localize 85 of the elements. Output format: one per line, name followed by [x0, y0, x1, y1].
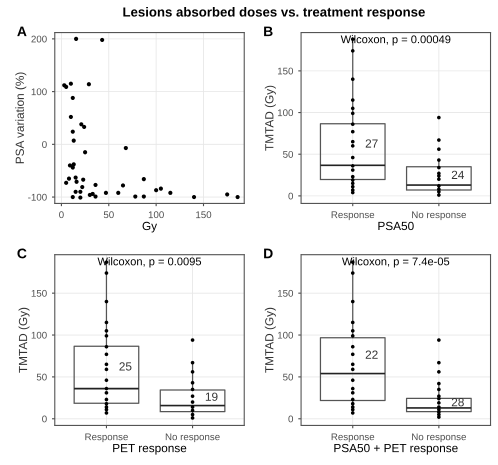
point [158, 186, 163, 191]
y-tick-label: 150 [278, 68, 294, 75]
y-tick-label: 50 [283, 374, 294, 381]
annotation: Wilcoxon, p = 7.4e-05 [342, 257, 450, 268]
chart-title: A [17, 26, 27, 36]
y-tick-label: 100 [278, 332, 294, 339]
point [142, 194, 146, 199]
y-tick-label: 100 [278, 109, 294, 116]
point [74, 36, 78, 41]
point [93, 194, 98, 199]
y-tick-label: 50 [36, 374, 47, 381]
point [68, 114, 73, 119]
x-tick-label: 0 [59, 211, 64, 218]
point [81, 178, 86, 182]
x-tick-label: No response [412, 433, 466, 442]
chart-title: D [264, 248, 273, 258]
point [79, 122, 84, 126]
annotation: 24 [452, 170, 464, 179]
x-axis-title: PSA50 [378, 222, 414, 230]
point [78, 196, 82, 200]
point [70, 96, 75, 100]
point [154, 188, 158, 192]
point [72, 138, 76, 143]
point [116, 190, 120, 195]
text: Lesions absorbed doses vs. treatment response [123, 6, 425, 20]
x-tick-label: Response [85, 433, 128, 442]
annotation: 19 [206, 392, 218, 401]
y-axis-title: PSA variation (%) [15, 72, 26, 164]
point [74, 180, 79, 184]
x-tick-label: 100 [148, 211, 164, 218]
x-axis-title: Gy [142, 222, 158, 232]
annotation: 27 [366, 139, 378, 148]
point [83, 150, 88, 154]
point [168, 190, 172, 195]
y-axis-title: TMTAD (Gy) [264, 86, 276, 151]
x-axis-title: PSA50 + PET response [334, 444, 458, 455]
point [70, 130, 75, 134]
y-axis-title: TMTAD (Gy) [264, 308, 276, 373]
x-tick-label: Response [332, 433, 374, 442]
point [93, 182, 98, 188]
x-tick-label: No response [412, 211, 466, 220]
point [225, 192, 230, 197]
y-axis-title: TMTAD (Gy) [18, 308, 30, 373]
annotation: 28 [452, 398, 464, 406]
point [142, 177, 146, 182]
x-tick-label: 50 [104, 211, 114, 218]
point [64, 180, 68, 185]
y-tick-label: 0 [42, 141, 47, 148]
point [78, 190, 82, 194]
point [68, 82, 73, 86]
annotation: Wilcoxon, p = 0.0095 [98, 257, 202, 268]
point [74, 175, 78, 180]
point [100, 38, 104, 42]
x-tick-label: Response [332, 211, 374, 220]
x-tick-label: No response [166, 433, 220, 442]
x-tick-label: 150 [196, 211, 212, 218]
point [90, 192, 95, 196]
annotation: 22 [366, 350, 378, 359]
y-tick-label: 0 [42, 416, 47, 422]
x-axis-title: PET response [113, 444, 186, 455]
point [74, 190, 78, 194]
point [86, 82, 91, 86]
y-tick-label: 150 [32, 290, 47, 297]
y-tick-label: 150 [278, 290, 294, 297]
y-tick-label: -100 [28, 194, 47, 201]
y-tick-label: 200 [31, 36, 47, 42]
point [124, 146, 128, 150]
point [82, 124, 86, 130]
y-tick-label: 0 [288, 192, 294, 200]
point [66, 176, 72, 181]
point [104, 190, 108, 195]
y-tick-label: 0 [288, 416, 294, 422]
point [120, 183, 126, 188]
annotation: 25 [119, 362, 132, 371]
point [236, 194, 240, 200]
point [192, 194, 196, 200]
point [70, 194, 75, 200]
chart-title: B [264, 26, 273, 36]
point [80, 184, 84, 190]
point [70, 165, 75, 170]
y-tick-label: 50 [283, 150, 294, 158]
chart-title: C [17, 248, 27, 258]
y-tick-label: 100 [32, 332, 47, 339]
y-tick-label: 100 [32, 88, 47, 96]
point [133, 194, 138, 199]
